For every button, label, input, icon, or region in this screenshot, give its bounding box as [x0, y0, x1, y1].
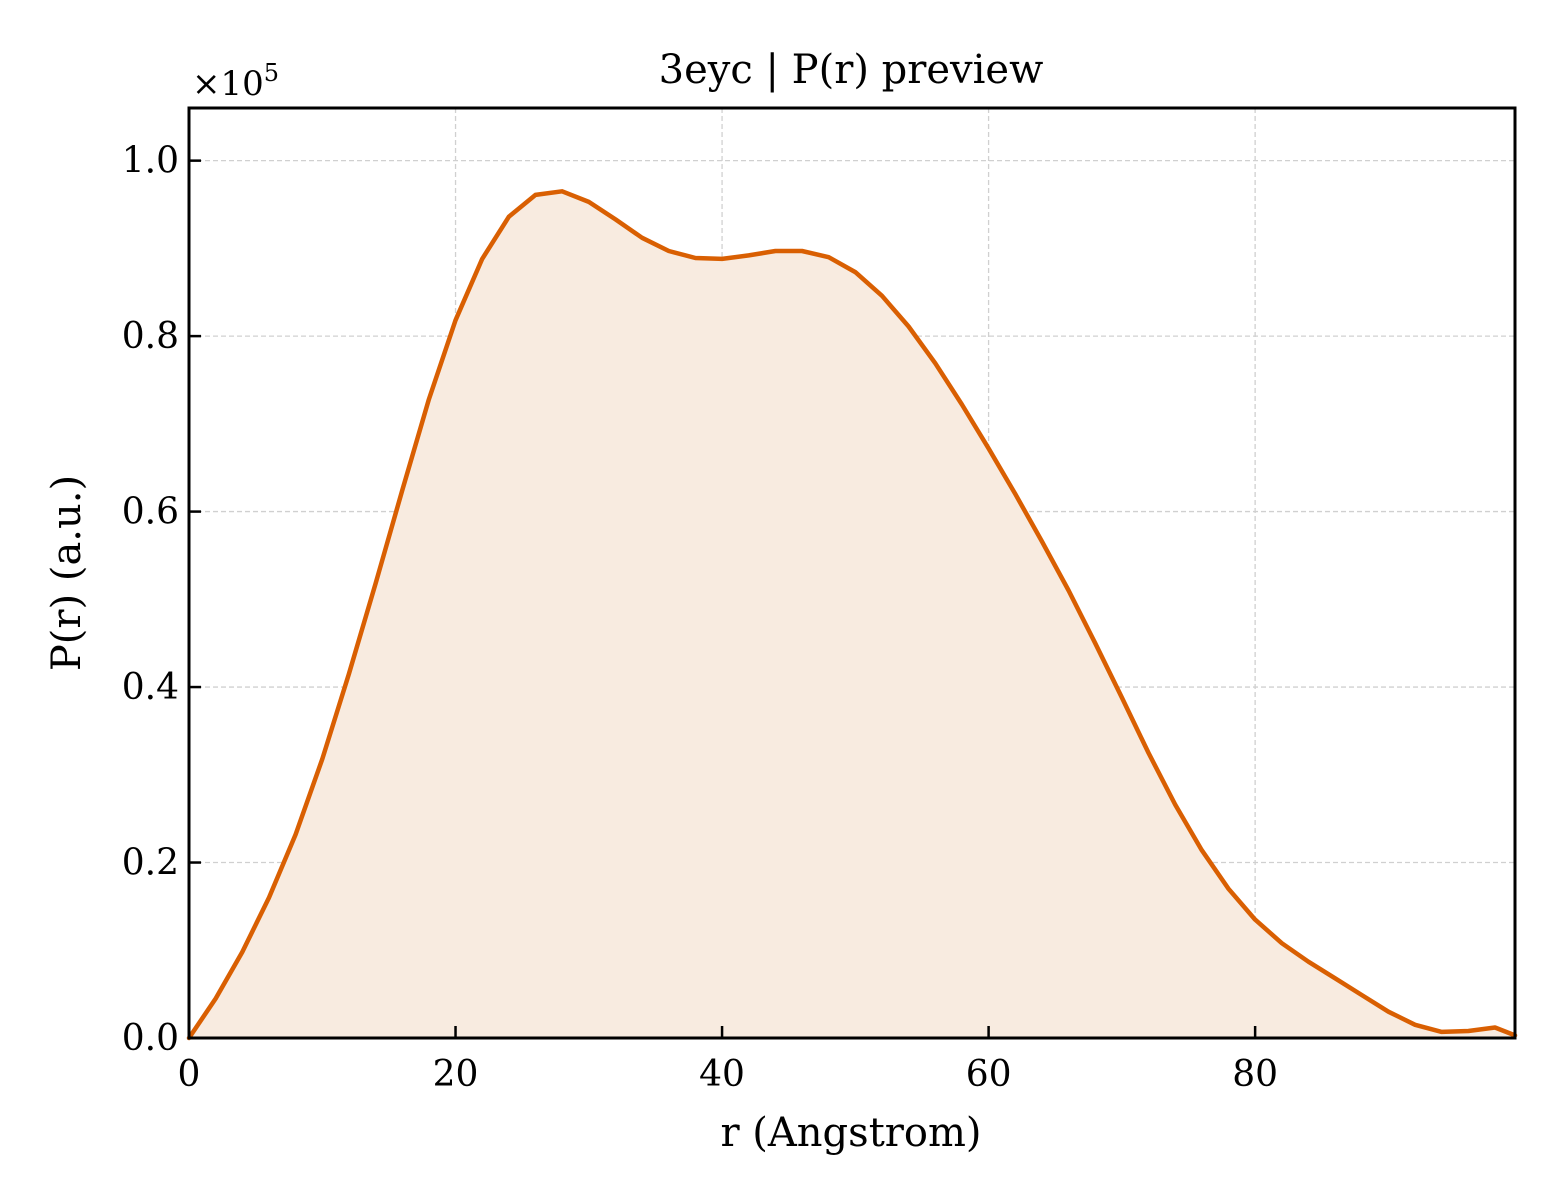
y-tick-label: 0.8 — [122, 316, 179, 357]
y-tick-label: 0.2 — [122, 843, 179, 884]
x-tick-label: 0 — [178, 1054, 201, 1095]
x-axis-label: r (Angstrom) — [720, 1110, 981, 1156]
y-multiplier-text: ×10 — [192, 64, 264, 104]
series-line — [186, 189, 1518, 1041]
y-multiplier-exponent: 5 — [264, 59, 279, 87]
y-tick-label: 0.6 — [122, 492, 179, 533]
y-multiplier-label: ×105 — [192, 59, 279, 104]
y-tick-label: 1.0 — [122, 141, 179, 182]
y-tick-label: 0.0 — [122, 1018, 179, 1059]
x-tick-label: 80 — [1232, 1054, 1278, 1095]
y-tick-label: 0.4 — [122, 667, 179, 708]
chart-title: 3eyc | P(r) preview — [659, 47, 1044, 93]
x-tick-label: 20 — [433, 1054, 479, 1095]
x-tick-label: 40 — [699, 1054, 745, 1095]
plot-frame — [187, 106, 1517, 1040]
x-tick-label: 60 — [966, 1054, 1012, 1095]
axis-ticks: 0 20 40 60 80 0.0 0.2 0.4 0.6 0.8 1.0 — [122, 141, 1278, 1095]
y-axis-label: P(r) (a.u.) — [44, 475, 90, 671]
area-fill — [189, 191, 1515, 1039]
